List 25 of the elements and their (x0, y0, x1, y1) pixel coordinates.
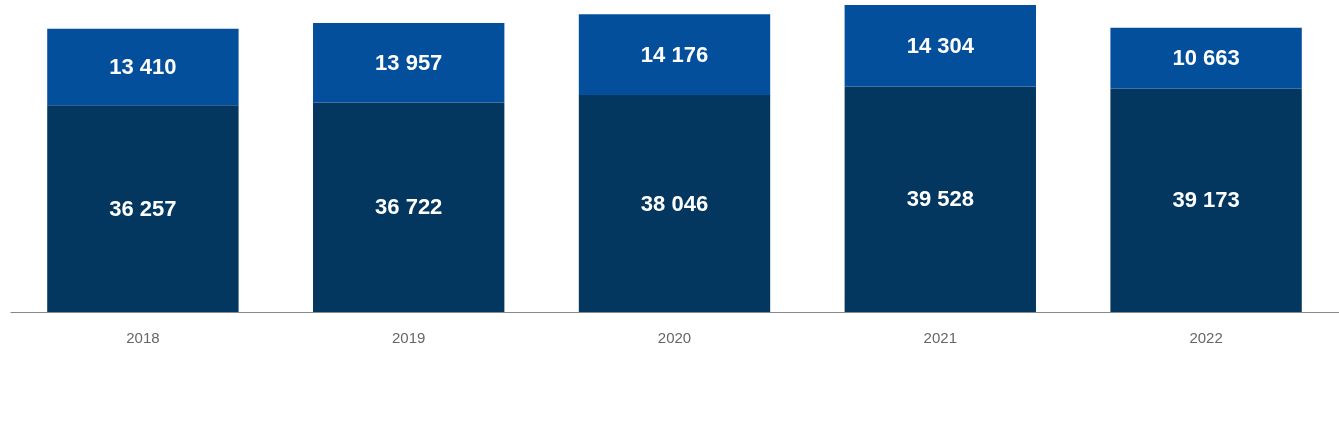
x-tick-label: 2020 (657, 328, 692, 346)
data-label: 10 663 (1172, 45, 1240, 71)
bar (1110, 27, 1302, 89)
bar (313, 22, 505, 103)
bar (47, 105, 239, 312)
data-label: 38 046 (640, 190, 709, 216)
bar (578, 14, 771, 96)
x-tick-label: 2022 (1189, 328, 1223, 346)
data-label: 36 257 (109, 195, 177, 221)
data-label: 13 957 (375, 49, 443, 75)
x-tick-label: 2018 (126, 328, 160, 346)
bar (844, 5, 1036, 87)
x-tick-label: 2021 (923, 328, 957, 346)
data-label: 14 304 (906, 32, 975, 58)
x-tick-label: 2019 (392, 328, 426, 346)
data-label: 39 173 (1172, 187, 1240, 213)
data-label: 39 528 (906, 186, 974, 212)
data-label: 13 410 (109, 53, 177, 79)
bar (47, 28, 239, 106)
bar (844, 86, 1036, 312)
data-label: 36 722 (375, 194, 443, 220)
bar (1110, 88, 1302, 312)
data-label: 14 176 (640, 41, 709, 67)
bar (313, 102, 505, 312)
bar (578, 95, 771, 312)
